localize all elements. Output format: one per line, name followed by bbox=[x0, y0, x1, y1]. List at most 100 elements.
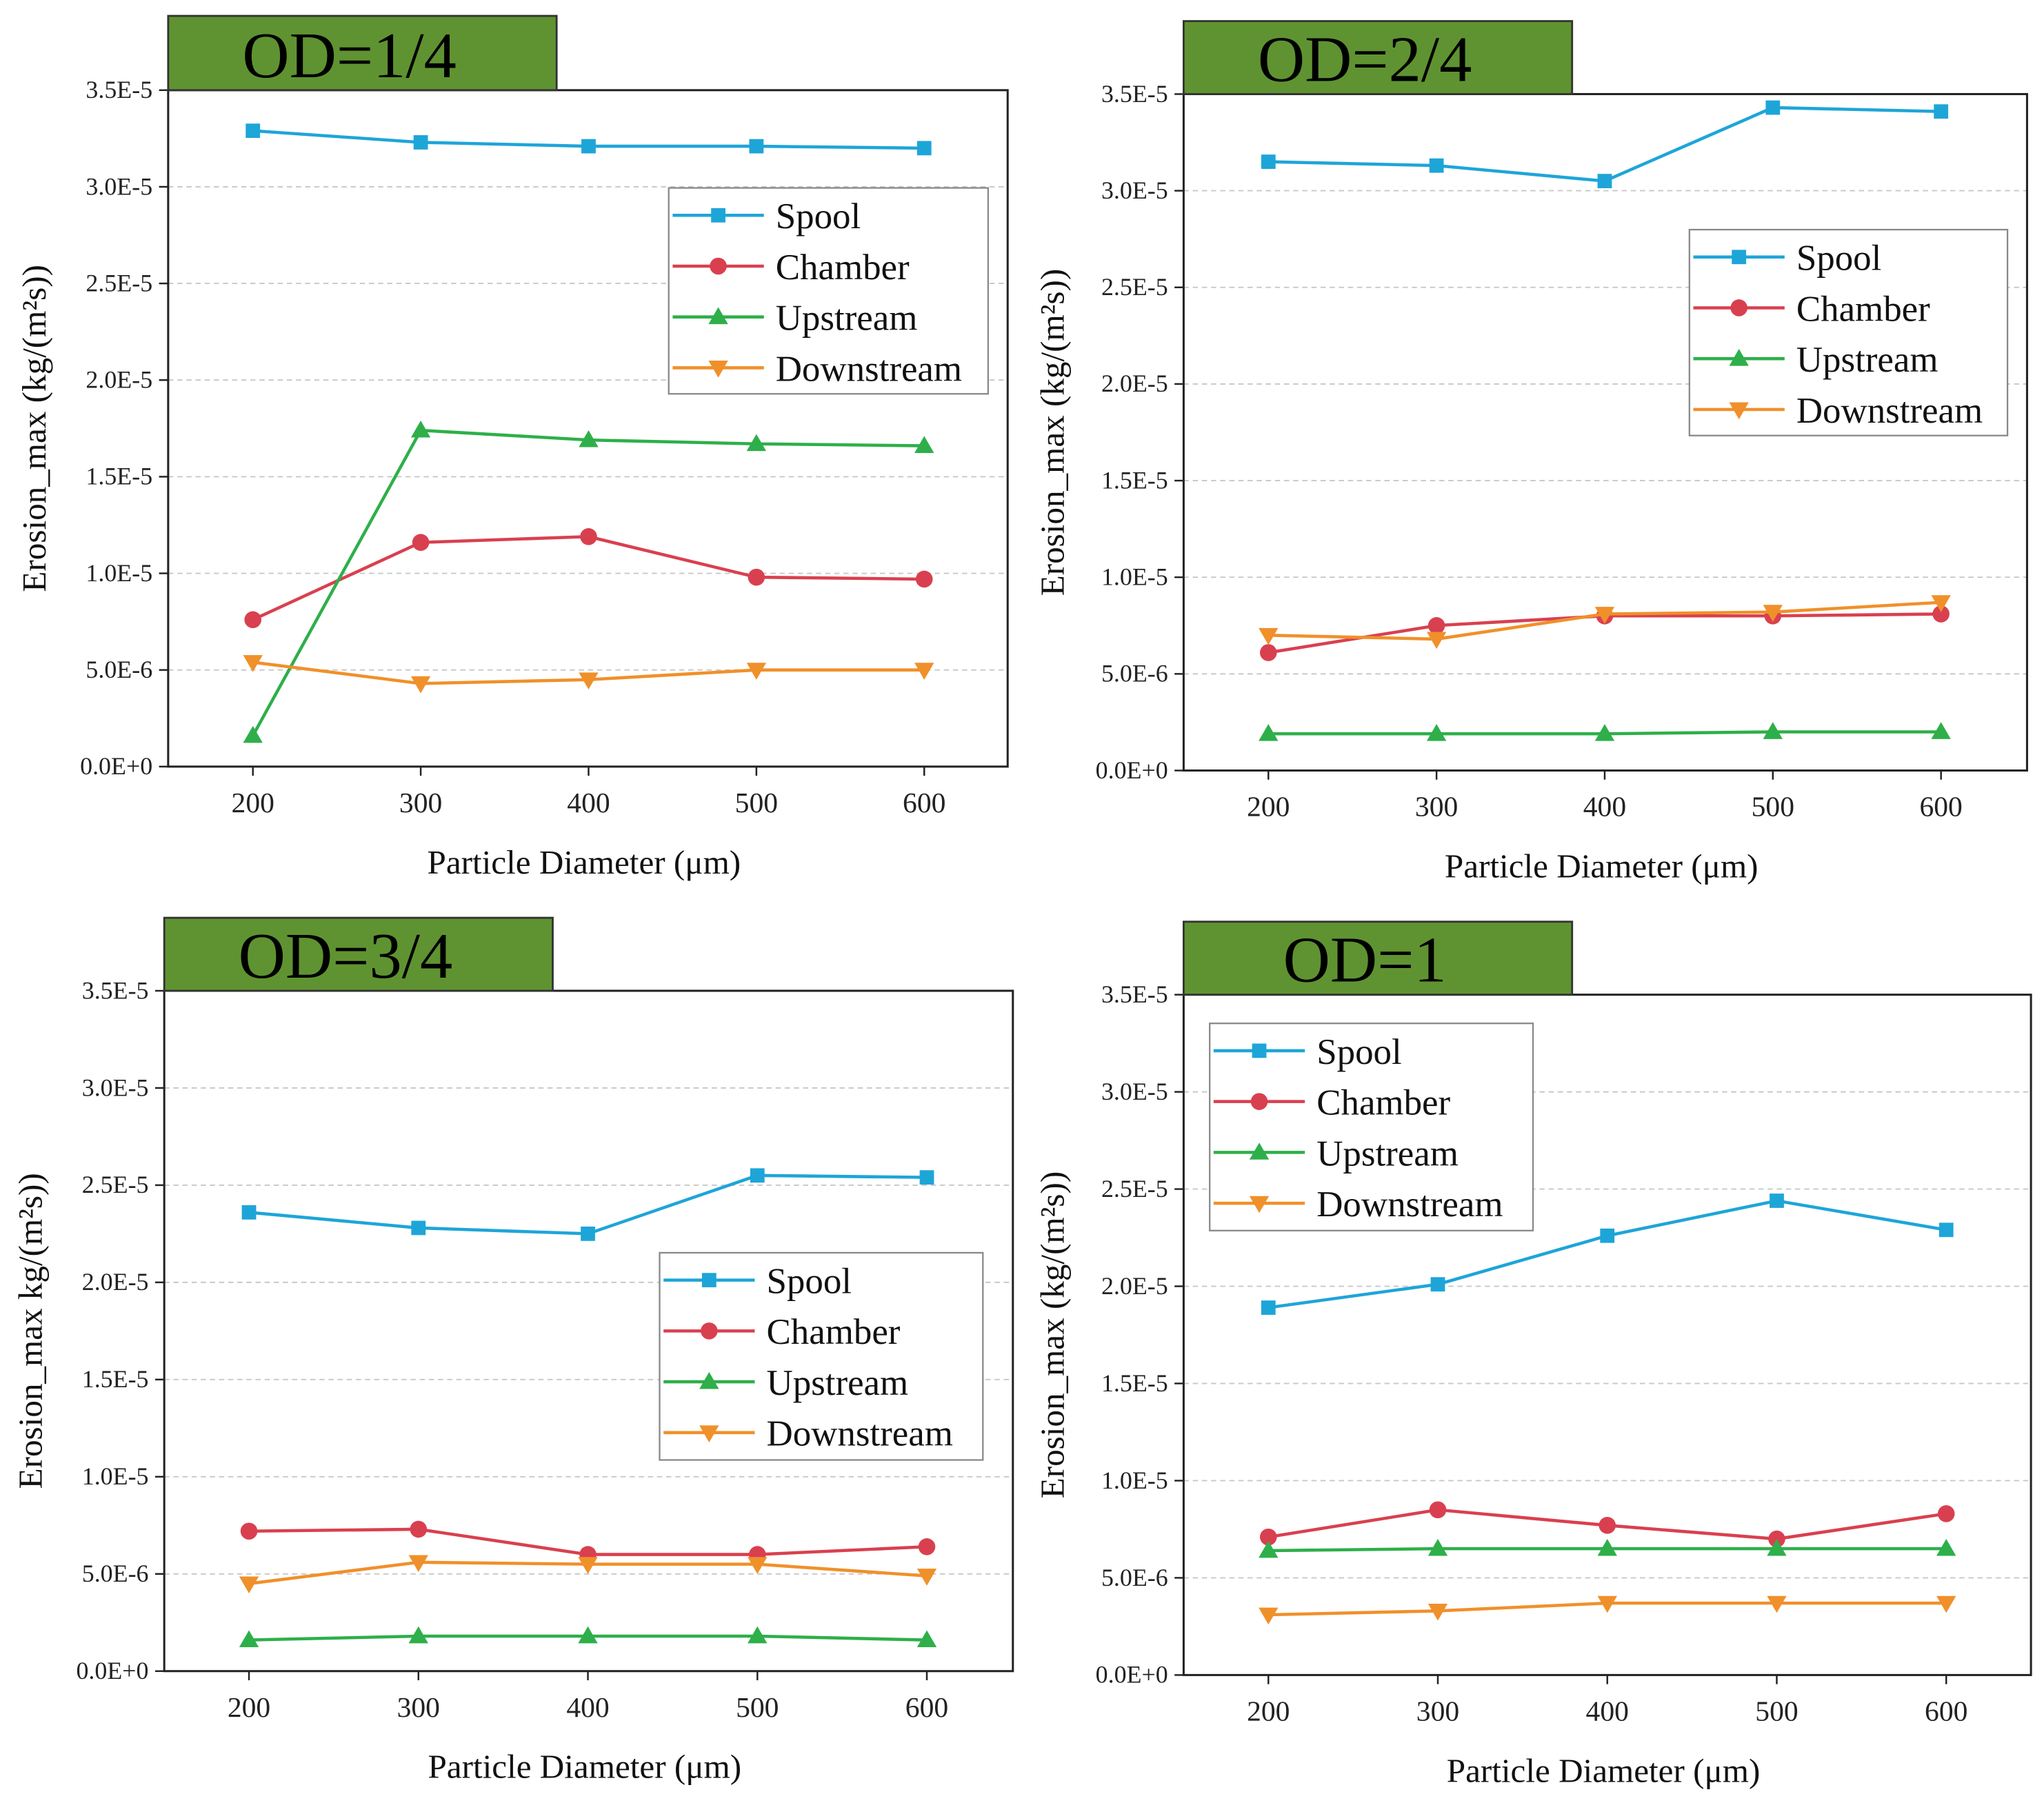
x-tick-label: 300 bbox=[1415, 791, 1458, 823]
data-point-upstream bbox=[1767, 1538, 1787, 1556]
y-tick-label: 5.0E-6 bbox=[86, 656, 152, 683]
data-point-downstream bbox=[746, 663, 767, 680]
data-point-upstream bbox=[1427, 1538, 1448, 1556]
data-point-upstream bbox=[1936, 1538, 1956, 1556]
x-tick-label: 300 bbox=[1416, 1695, 1459, 1727]
chart-panel-4: 0.0E+0 5.0E-6 1.0E-5 1.5E-5 2.0E-5 2.5E-5 3.0E… bbox=[1033, 920, 2032, 1789]
data-point-chamber bbox=[1599, 1517, 1616, 1534]
data-point-upstream bbox=[916, 1630, 937, 1648]
legend-label: Chamber bbox=[767, 1312, 901, 1352]
y-tick-label: 2.0E-5 bbox=[1101, 370, 1168, 397]
y-axis-label: Erosion_max kg/(m²s)) bbox=[11, 1173, 49, 1489]
data-point-downstream bbox=[239, 1576, 259, 1594]
data-point-upstream bbox=[1931, 722, 1951, 739]
data-point-spool bbox=[1765, 100, 1781, 115]
x-tick-label: 500 bbox=[736, 1691, 779, 1723]
legend-marker-downstream bbox=[708, 361, 728, 378]
data-point-spool bbox=[1938, 1222, 1954, 1238]
legend-marker-downstream bbox=[699, 1425, 719, 1442]
data-point-spool bbox=[1430, 1277, 1445, 1292]
data-point-spool bbox=[1261, 154, 1276, 169]
data-point-spool bbox=[581, 139, 596, 154]
series-line-chamber bbox=[252, 535, 925, 621]
data-point-spool bbox=[1600, 1228, 1615, 1243]
x-tick-label: 400 bbox=[566, 1691, 609, 1723]
data-point-upstream bbox=[239, 1630, 259, 1648]
x-tick-label: 600 bbox=[903, 787, 945, 818]
y-tick-label: 3.5E-5 bbox=[86, 76, 152, 103]
x-axis-label: Particle Diameter (μm) bbox=[428, 843, 741, 881]
legend-label: Upstream bbox=[1316, 1134, 1459, 1174]
data-point-spool bbox=[411, 1220, 426, 1236]
series-line-spool bbox=[1268, 105, 1941, 183]
y-tick-label: 1.0E-5 bbox=[1101, 1467, 1168, 1494]
data-point-spool bbox=[1429, 158, 1444, 173]
data-point-chamber bbox=[412, 534, 430, 551]
legend-label: Downstream bbox=[1316, 1185, 1503, 1225]
data-point-upstream bbox=[1594, 724, 1615, 741]
x-tick-label: 500 bbox=[1755, 1695, 1798, 1727]
data-point-spool bbox=[919, 1170, 934, 1185]
data-point-chamber bbox=[580, 528, 597, 545]
data-point-spool bbox=[1770, 1193, 1784, 1208]
x-tick-label: 200 bbox=[228, 1691, 270, 1723]
data-point-downstream bbox=[1594, 607, 1615, 624]
data-point-spool bbox=[1934, 104, 1949, 119]
y-axis-label: Erosion_max (kg/(m²s)) bbox=[1033, 269, 1071, 596]
data-point-chamber bbox=[748, 568, 765, 586]
legend-marker-downstream bbox=[1249, 1196, 1270, 1213]
x-tick-label: 600 bbox=[1925, 1695, 1967, 1727]
y-tick-label: 0.0E+0 bbox=[1096, 1661, 1168, 1689]
data-point-upstream bbox=[408, 1626, 428, 1644]
data-point-downstream bbox=[1931, 595, 1951, 612]
y-tick-label: 3.0E-5 bbox=[82, 1074, 149, 1101]
data-point-downstream bbox=[1259, 627, 1279, 645]
data-point-upstream bbox=[1259, 1540, 1279, 1558]
legend-marker-upstream bbox=[1249, 1142, 1270, 1160]
x-tick-label: 200 bbox=[232, 787, 274, 818]
legend-marker-spool bbox=[1252, 1043, 1267, 1058]
plot-frame bbox=[1182, 994, 2032, 1676]
data-point-chamber bbox=[240, 1522, 258, 1540]
data-point-chamber bbox=[410, 1520, 428, 1538]
y-tick-label: 2.0E-5 bbox=[1101, 1272, 1168, 1300]
legend-label: Spool bbox=[776, 197, 861, 236]
legend-label: Downstream bbox=[776, 349, 962, 389]
chart-panel-1: 0.0E+0 5.0E-6 1.0E-5 1.5E-5 2.0E-5 2.5E-5 3.0E… bbox=[15, 14, 1009, 881]
legend-marker-chamber bbox=[701, 1322, 718, 1340]
y-tick-label: 3.5E-5 bbox=[1101, 980, 1168, 1008]
x-tick-label: 400 bbox=[1583, 791, 1626, 823]
chart-title: OD=2/4 bbox=[1258, 24, 1472, 96]
data-point-chamber bbox=[1937, 1505, 1955, 1522]
data-point-downstream bbox=[1259, 1607, 1279, 1625]
x-tick-label: 300 bbox=[399, 787, 442, 818]
plot-frame bbox=[163, 989, 1014, 1673]
data-point-chamber bbox=[1932, 605, 1950, 623]
x-tick-label: 400 bbox=[567, 787, 610, 818]
legend-label: Chamber bbox=[776, 248, 910, 288]
y-tick-label: 0.0E+0 bbox=[1096, 756, 1168, 784]
legend-label: Spool bbox=[1316, 1032, 1401, 1072]
x-axis-label: Particle Diameter (μm) bbox=[1447, 1751, 1761, 1789]
data-point-chamber bbox=[1259, 1528, 1277, 1546]
data-point-upstream bbox=[748, 1626, 768, 1644]
legend-marker-spool bbox=[711, 208, 725, 223]
y-tick-label: 3.0E-5 bbox=[1101, 177, 1168, 204]
chart-title: OD=1 bbox=[1283, 925, 1447, 996]
legend-label: Spool bbox=[1796, 239, 1881, 279]
data-point-chamber bbox=[1429, 1501, 1447, 1519]
legend: Spool Chamber Upstream Downstream bbox=[668, 187, 989, 395]
plot-frame bbox=[1182, 92, 2028, 772]
data-point-downstream bbox=[1763, 605, 1783, 622]
data-point-downstream bbox=[916, 1569, 937, 1586]
y-tick-label: 5.0E-6 bbox=[1101, 660, 1168, 687]
y-tick-label: 2.5E-5 bbox=[82, 1171, 149, 1198]
data-point-downstream bbox=[578, 1557, 598, 1574]
chart-panel-3: 0.0E+0 5.0E-6 1.0E-5 1.5E-5 2.0E-5 2.5E-5 3.0E… bbox=[11, 916, 1014, 1786]
legend-label: Upstream bbox=[1796, 340, 1938, 380]
title-banner bbox=[1182, 20, 1574, 95]
y-tick-label: 2.0E-5 bbox=[86, 366, 152, 394]
x-tick-label: 600 bbox=[1919, 791, 1962, 823]
legend-label: Chamber bbox=[1796, 289, 1930, 329]
legend-marker-downstream bbox=[1729, 402, 1749, 420]
